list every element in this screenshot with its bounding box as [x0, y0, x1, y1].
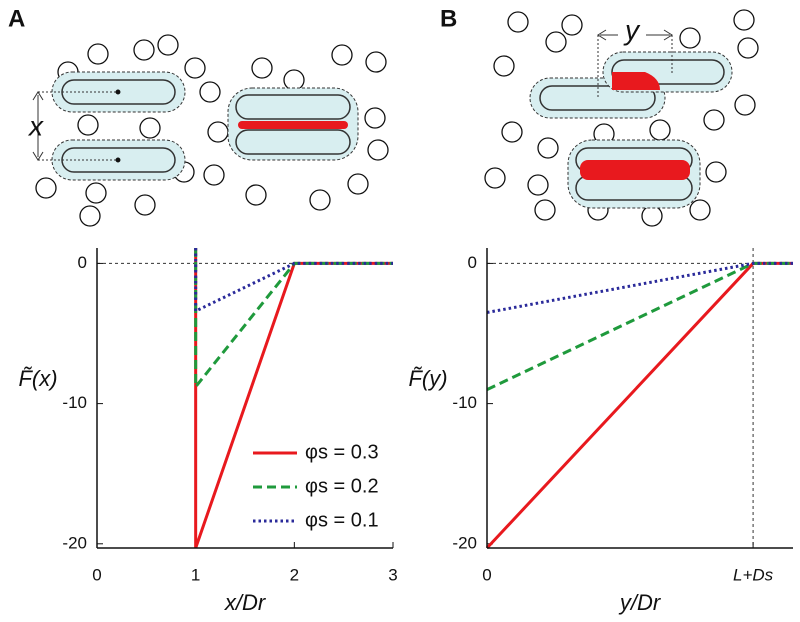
- series-line: [194, 248, 393, 314]
- x-tick-label: 2: [290, 565, 299, 584]
- diagram-label: x: [27, 110, 44, 141]
- x-tick-label: 0: [92, 565, 101, 584]
- diagram-label: y: [623, 14, 641, 45]
- y-tick-label: -20: [452, 533, 477, 552]
- series-line: [194, 248, 393, 392]
- legend-label: φs = 0.1: [305, 509, 379, 531]
- x-axis-label: x/Dr: [224, 590, 267, 615]
- y-tick-label: -10: [62, 393, 87, 412]
- diagram-b: [484, 9, 759, 227]
- y-tick-label: 0: [78, 253, 87, 272]
- y-axis-label: F̃(x): [18, 366, 57, 391]
- panel-label: A: [8, 5, 25, 32]
- series-line: [194, 248, 393, 549]
- y-tick-label: -20: [62, 533, 87, 552]
- x-tick-label: 0: [482, 565, 491, 584]
- panel-label: B: [440, 5, 457, 32]
- y-tick-label: -10: [452, 393, 477, 412]
- series-line: [486, 261, 793, 391]
- diagram-a: [32, 34, 389, 227]
- y-axis-label: F̃(y): [408, 366, 447, 391]
- series-line: [486, 261, 793, 314]
- x-tick-label: 1: [191, 565, 200, 584]
- legend-label: φs = 0.3: [305, 441, 379, 463]
- x-tick-label: 3: [388, 565, 397, 584]
- legend-label: φs = 0.2: [305, 475, 379, 497]
- x-axis-label: y/Dr: [618, 590, 662, 615]
- y-tick-label: 0: [468, 253, 477, 272]
- x-tick-label: L+Ds: [733, 565, 774, 584]
- series-line: [485, 261, 793, 550]
